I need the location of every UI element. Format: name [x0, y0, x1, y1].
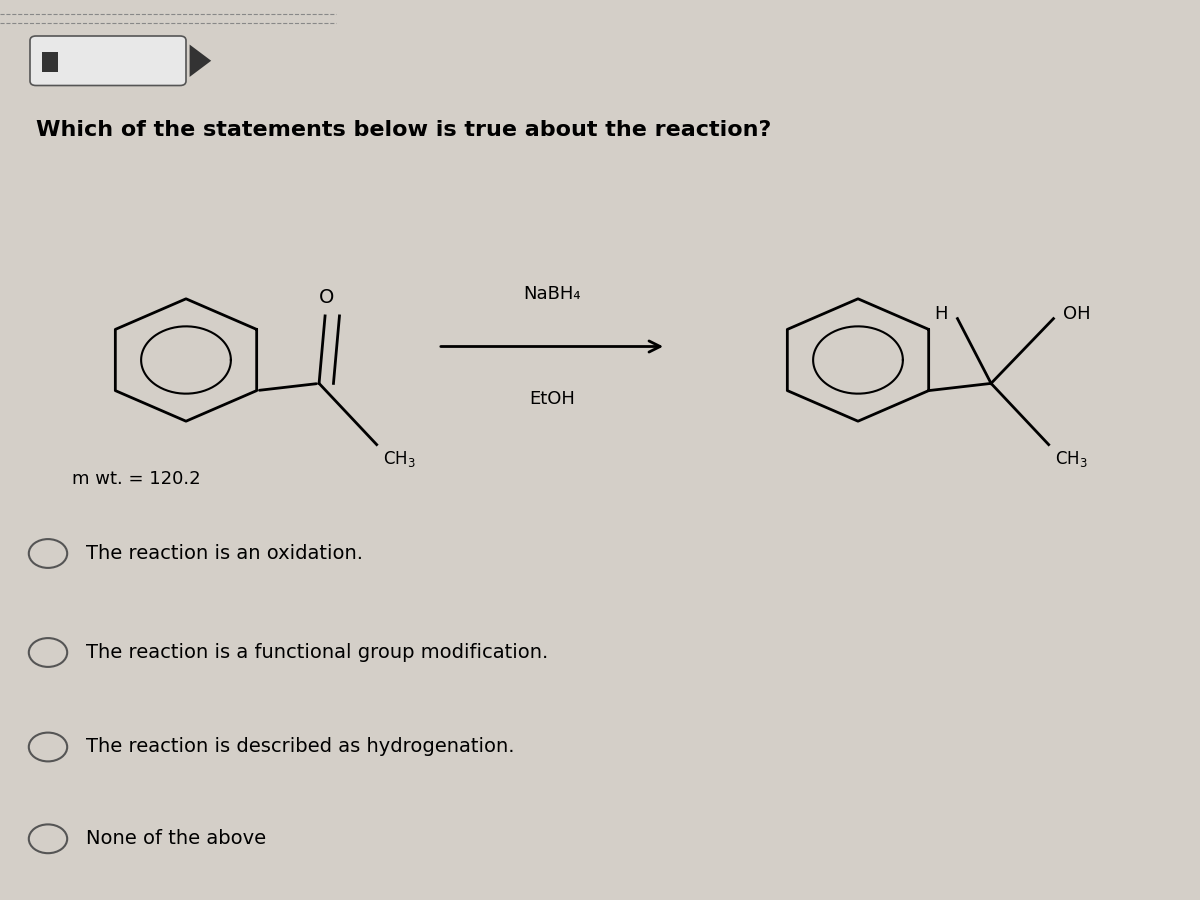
FancyBboxPatch shape: [30, 36, 186, 86]
Text: Listen: Listen: [90, 54, 136, 68]
Text: CH$_3$: CH$_3$: [383, 449, 415, 469]
Text: NaBH₄: NaBH₄: [523, 285, 581, 303]
Text: OH: OH: [1063, 305, 1091, 323]
Bar: [42, 52, 58, 72]
Text: None of the above: None of the above: [86, 829, 266, 849]
Text: H: H: [935, 305, 948, 323]
Text: m wt. = 120.2: m wt. = 120.2: [72, 470, 200, 488]
Text: O: O: [318, 288, 334, 307]
Text: Which of the statements below is true about the reaction?: Which of the statements below is true ab…: [36, 121, 772, 140]
Polygon shape: [190, 44, 211, 77]
Text: EtOH: EtOH: [529, 390, 575, 408]
Text: The reaction is a functional group modification.: The reaction is a functional group modif…: [86, 643, 548, 662]
Text: The reaction is described as hydrogenation.: The reaction is described as hydrogenati…: [86, 737, 515, 757]
Text: The reaction is an oxidation.: The reaction is an oxidation.: [86, 544, 364, 563]
Text: CH$_3$: CH$_3$: [1055, 449, 1087, 469]
